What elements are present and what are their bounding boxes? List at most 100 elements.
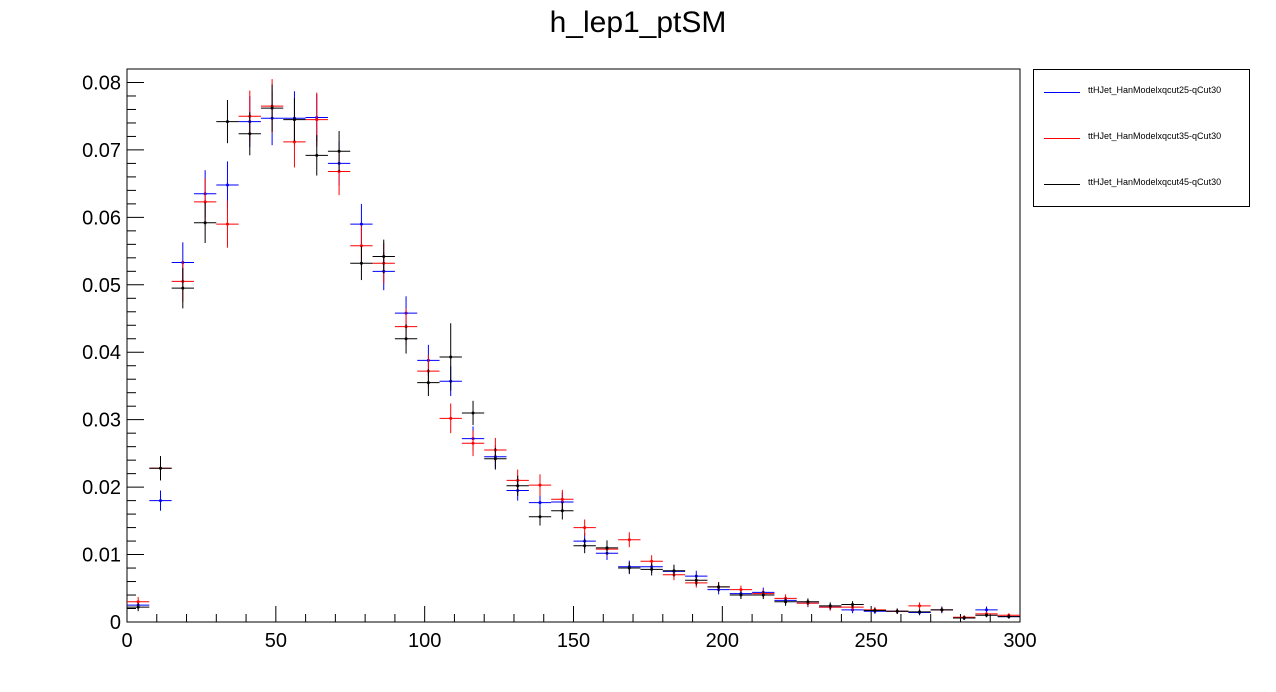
point-marker bbox=[203, 221, 207, 225]
data-point bbox=[350, 246, 373, 281]
point-marker bbox=[627, 538, 631, 542]
data-point bbox=[528, 474, 552, 496]
point-marker bbox=[895, 609, 899, 613]
data-point bbox=[908, 609, 931, 615]
data-point bbox=[685, 574, 708, 586]
point-marker bbox=[225, 120, 229, 124]
x-tick-label: 50 bbox=[265, 630, 287, 652]
point-marker bbox=[136, 605, 140, 609]
data-point bbox=[953, 615, 976, 620]
point-marker bbox=[739, 593, 743, 597]
data-point bbox=[796, 598, 820, 606]
point-marker bbox=[315, 118, 319, 122]
point-marker bbox=[337, 149, 341, 153]
legend-line-swatch bbox=[1044, 92, 1080, 93]
data-point bbox=[573, 538, 596, 554]
point-marker bbox=[940, 608, 944, 612]
point-marker bbox=[158, 466, 162, 470]
point-marker bbox=[694, 578, 698, 582]
data-point bbox=[819, 602, 842, 610]
point-marker bbox=[426, 381, 430, 385]
point-marker bbox=[873, 609, 877, 613]
data-point bbox=[149, 456, 172, 481]
legend-entry: ttHJet_HanModelxqcut25-qCut30 bbox=[1034, 83, 1251, 103]
point-marker bbox=[315, 153, 319, 157]
point-marker bbox=[404, 337, 408, 341]
series-1 bbox=[127, 91, 1020, 620]
chart-title: h_lep1_ptSM bbox=[549, 6, 727, 39]
point-marker bbox=[851, 602, 855, 606]
point-marker bbox=[359, 222, 363, 226]
data-point bbox=[886, 608, 909, 614]
data-point bbox=[417, 369, 440, 397]
point-marker bbox=[962, 616, 966, 620]
data-point bbox=[484, 448, 507, 470]
point-marker bbox=[538, 501, 542, 505]
data-point bbox=[662, 564, 686, 577]
point-marker bbox=[806, 600, 810, 604]
data-point bbox=[573, 519, 596, 536]
data-point bbox=[618, 561, 641, 575]
point-marker bbox=[650, 559, 654, 563]
y-tick-label: 0 bbox=[110, 612, 121, 634]
legend-entry: ttHJet_HanModelxqcut45-qCut30 bbox=[1034, 175, 1251, 195]
data-point bbox=[461, 430, 485, 457]
point-marker bbox=[359, 244, 363, 248]
data-point bbox=[863, 607, 887, 614]
data-point bbox=[752, 590, 775, 600]
data-point bbox=[640, 563, 663, 576]
x-tick-label: 250 bbox=[854, 630, 887, 652]
legend-line-swatch bbox=[1044, 138, 1080, 139]
point-marker bbox=[248, 132, 252, 136]
point-marker bbox=[784, 600, 788, 604]
point-marker bbox=[605, 546, 609, 550]
point-marker bbox=[181, 286, 185, 290]
point-marker bbox=[918, 604, 922, 608]
point-marker bbox=[225, 222, 229, 226]
series-2 bbox=[127, 79, 1020, 620]
data-point bbox=[439, 323, 462, 391]
point-marker bbox=[538, 483, 542, 487]
y-tick-label: 0.08 bbox=[82, 72, 121, 94]
point-marker bbox=[538, 515, 542, 519]
y-tick-label: 0.06 bbox=[82, 207, 121, 229]
data-point bbox=[260, 84, 284, 132]
y-tick-label: 0.07 bbox=[82, 140, 121, 162]
series-3 bbox=[127, 84, 1020, 620]
x-tick-label: 200 bbox=[706, 630, 739, 652]
point-marker bbox=[292, 118, 296, 122]
point-marker bbox=[985, 608, 989, 612]
x-tick-label: 300 bbox=[1003, 630, 1036, 652]
y-tick-label: 0.02 bbox=[82, 477, 121, 499]
data-point bbox=[127, 603, 150, 612]
data-point bbox=[238, 112, 261, 156]
point-marker bbox=[203, 200, 207, 204]
legend-entry: ttHJet_HanModelxqcut35-qCut30 bbox=[1034, 129, 1251, 149]
point-marker bbox=[985, 613, 989, 617]
x-tick-label: 0 bbox=[121, 630, 132, 652]
data-point bbox=[908, 602, 931, 610]
point-marker bbox=[359, 261, 363, 265]
point-marker bbox=[739, 588, 743, 592]
data-point bbox=[283, 97, 306, 142]
data-point bbox=[729, 590, 753, 600]
point-marker bbox=[583, 526, 587, 530]
data-point bbox=[595, 540, 619, 556]
point-marker bbox=[918, 610, 922, 614]
point-marker bbox=[270, 106, 274, 110]
point-marker bbox=[717, 585, 721, 589]
point-marker bbox=[560, 509, 564, 513]
data-point bbox=[618, 532, 641, 548]
legend: ttHJet_HanModelxqcut25-qCut30 ttHJet_HanM… bbox=[1033, 69, 1250, 207]
data-point bbox=[193, 202, 217, 243]
data-point bbox=[149, 490, 172, 511]
data-point bbox=[707, 582, 730, 592]
data-point bbox=[930, 607, 954, 613]
data-point bbox=[774, 597, 797, 606]
data-point bbox=[506, 475, 529, 496]
data-point bbox=[372, 239, 395, 274]
x-tick-label: 100 bbox=[408, 630, 441, 652]
y-tick-label: 0.01 bbox=[82, 545, 121, 567]
x-tick-label: 150 bbox=[557, 630, 590, 652]
